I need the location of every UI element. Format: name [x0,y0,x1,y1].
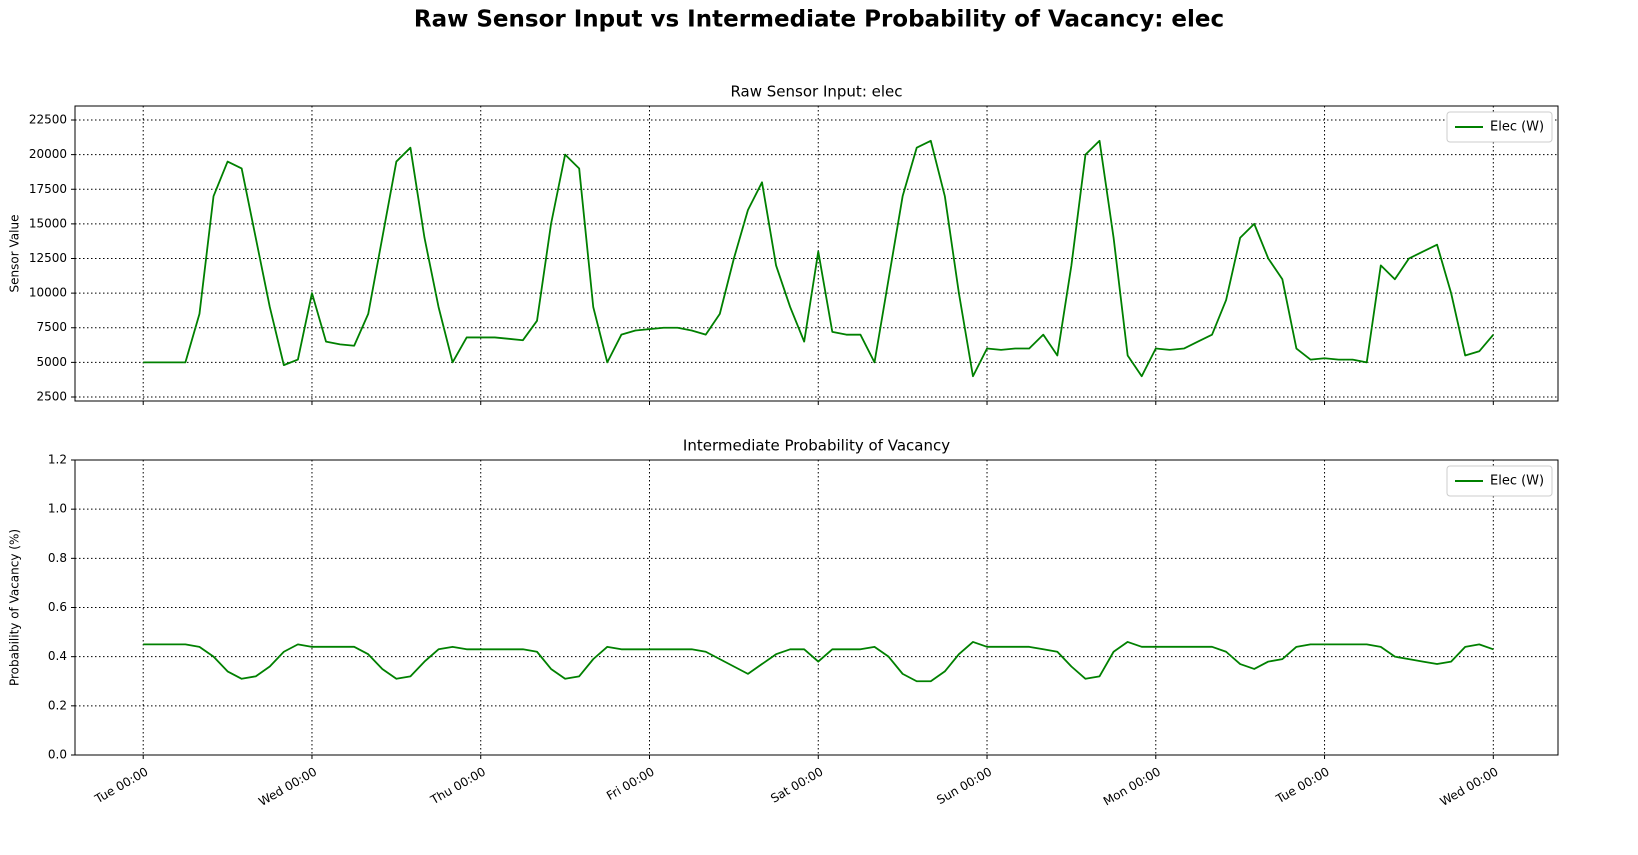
plot-frame [74,105,1559,402]
legend-box [1446,111,1553,143]
subplot-title: Intermediate Probability of Vacancy [683,437,950,455]
y-tick-label: 0.6 [48,600,67,614]
y-tick-label: 5000 [36,355,67,369]
legend-label: Elec (W) [1490,474,1544,489]
y-tick-label: 0.8 [48,551,67,565]
y-axis-label: Probability of Vacancy (%) [8,529,22,686]
y-tick-label: 1.0 [48,502,67,516]
y-tick-label: 22500 [29,113,67,127]
y-tick-label: 2500 [36,389,67,403]
data-line [143,641,1494,683]
y-tick-label: 0.0 [48,748,67,762]
y-tick-label: 17500 [29,182,67,196]
subplot-title: Raw Sensor Input: elec [730,83,902,101]
legend-box [1446,465,1553,497]
legend-label: Elec (W) [1490,120,1544,135]
plot-frame [74,459,1559,756]
figure-title: Raw Sensor Input vs Intermediate Probabi… [414,7,1224,33]
y-tick-label: 15000 [29,216,67,230]
data-line [143,139,1494,378]
y-tick-label: 12500 [29,251,67,265]
y-tick-label: 7500 [36,320,67,334]
y-tick-label: 20000 [29,147,67,161]
y-axis-label: Sensor Value [8,215,22,293]
y-tick-label: 0.2 [48,698,67,712]
y-tick-label: 1.2 [48,453,67,467]
y-tick-label: 10000 [29,286,67,300]
y-tick-label: 0.4 [48,649,67,663]
